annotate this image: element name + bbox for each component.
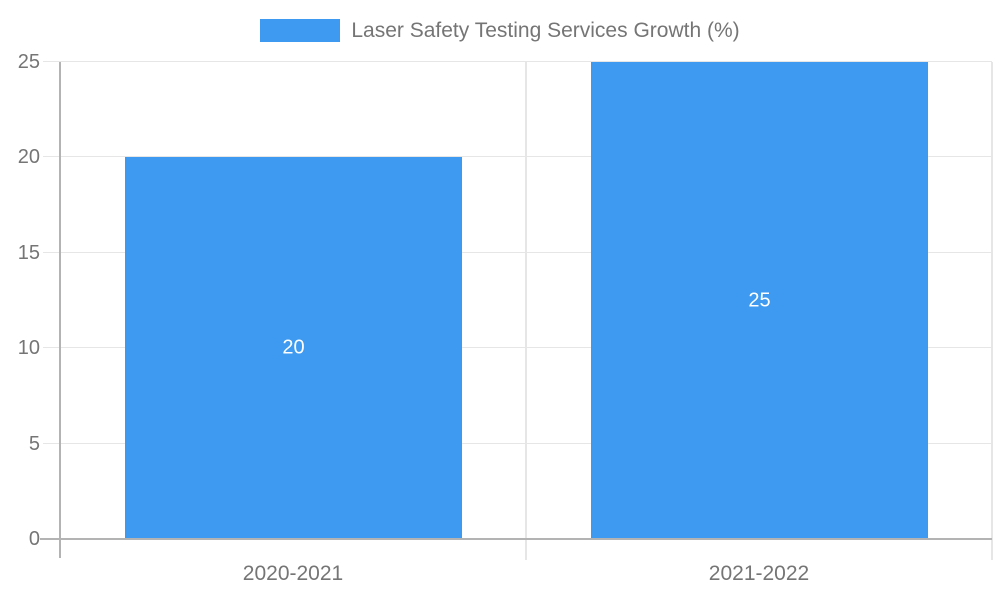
- x-axis-line: [40, 538, 992, 540]
- y-axis-tick-label: 5: [28, 433, 40, 455]
- y-axis-line: [59, 62, 61, 558]
- y-tick: [43, 252, 60, 253]
- y-tick: [43, 61, 60, 62]
- legend-swatch: [260, 19, 341, 42]
- y-axis-tick-label: 25: [17, 51, 40, 73]
- bar-value-label: 20: [282, 336, 305, 359]
- x-axis-category-label: 2020-2021: [242, 562, 344, 585]
- bar-2021-2022[interactable]: 25: [591, 62, 928, 539]
- legend-label: Laser Safety Testing Services Growth (%): [351, 18, 740, 42]
- y-axis-tick-label: 15: [17, 242, 40, 264]
- y-tick: [43, 443, 60, 444]
- y-axis-tick-label: 20: [17, 146, 40, 168]
- y-axis-tick-label: 0: [28, 528, 40, 550]
- legend[interactable]: Laser Safety Testing Services Growth (%): [0, 18, 1000, 43]
- y-gridline: [60, 61, 992, 62]
- x-axis-category-label: 2021-2022: [708, 562, 810, 585]
- y-tick: [43, 156, 60, 157]
- category-boundary-gridline: [991, 62, 993, 560]
- bar-2020-2021[interactable]: 20: [125, 157, 462, 539]
- y-axis-tick-label: 10: [17, 337, 40, 359]
- y-tick: [43, 347, 60, 348]
- bar-value-label: 25: [748, 289, 771, 311]
- category-boundary-gridline: [525, 62, 527, 560]
